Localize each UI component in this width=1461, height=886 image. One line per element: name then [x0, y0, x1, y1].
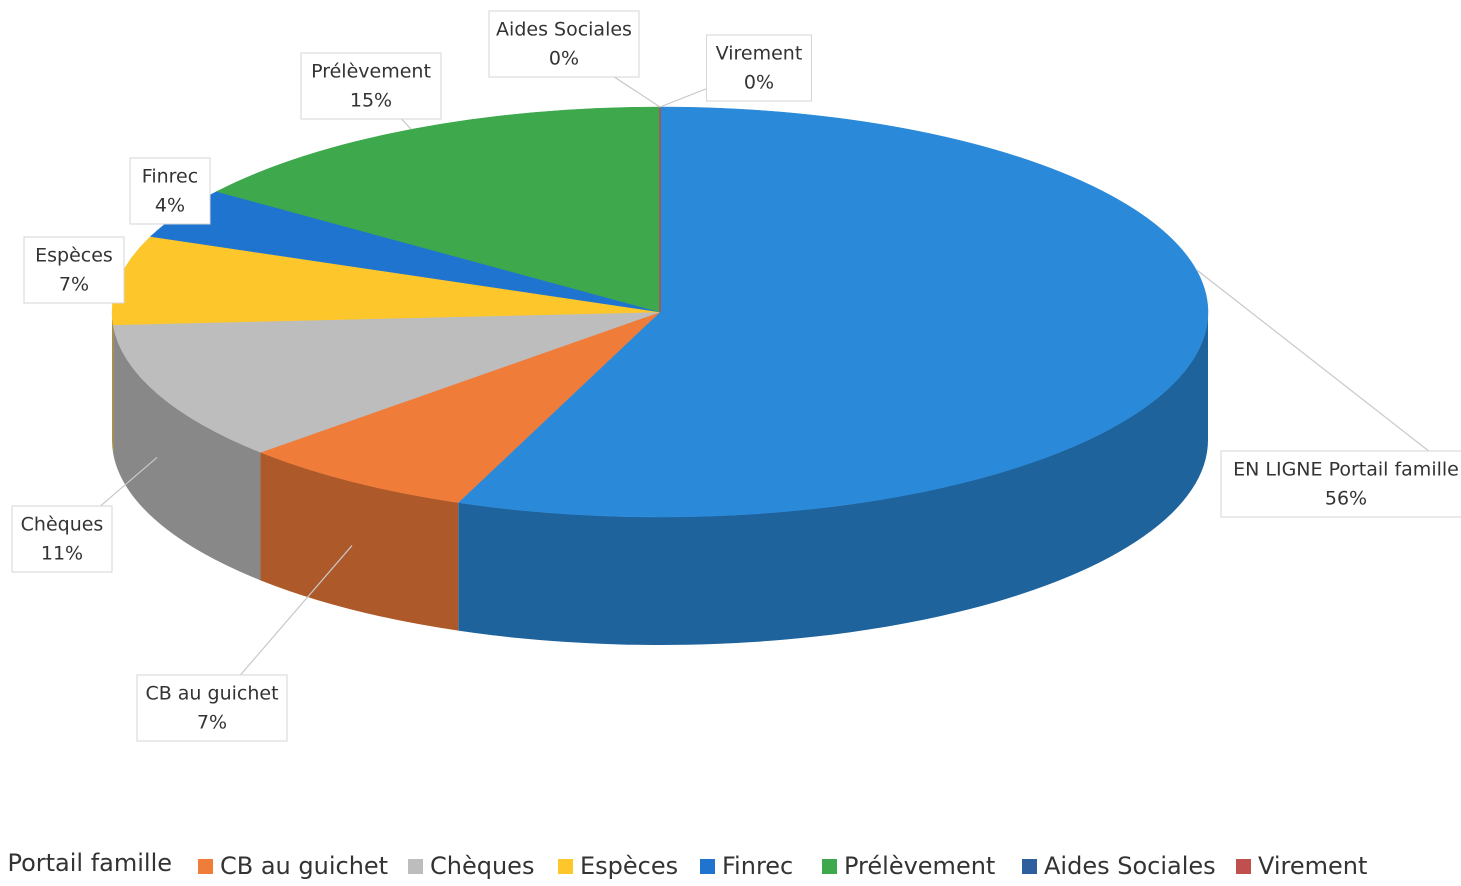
label-value: 4% [155, 195, 185, 217]
label-box [11, 505, 113, 573]
slice [215, 106, 661, 313]
legend-item: EN LIGNE Portail famille [0, 849, 172, 877]
legend-swatch [198, 859, 213, 874]
legend-item: Virement [1236, 852, 1367, 880]
leader-line [1195, 268, 1461, 477]
label-box [488, 10, 640, 78]
slice-side [113, 324, 261, 581]
label-value: 7% [59, 274, 89, 296]
legend-item: Prélèvement [822, 852, 995, 880]
legend-label: Virement [1258, 852, 1367, 880]
slice [259, 311, 661, 503]
legend-swatch [700, 859, 715, 874]
slice [112, 311, 661, 453]
label-name: CB au guichet [145, 683, 278, 705]
slice-side [112, 312, 114, 453]
legend-item: Aides Sociales [1022, 852, 1216, 880]
legend-label: Aides Sociales [1044, 852, 1216, 880]
label-value: 15% [350, 90, 392, 112]
legend-swatch [558, 859, 573, 874]
label-value: 56% [1325, 488, 1367, 510]
label-name: EN LIGNE Portail famille [1233, 459, 1459, 481]
slice [457, 106, 1209, 518]
label-name: Finrec [142, 166, 198, 188]
label-value: 11% [41, 543, 83, 565]
legend-label: CB au guichet [220, 852, 388, 880]
label-name: Espèces [35, 245, 113, 267]
slice-side [458, 312, 1209, 646]
label-box [129, 157, 211, 225]
legend-item: CB au guichet [198, 852, 388, 880]
label-name: Chèques [21, 514, 104, 536]
label-value: 0% [549, 48, 579, 70]
legend-item: Espèces [558, 852, 678, 880]
label-name: Prélèvement [311, 61, 431, 83]
legend-label: Chèques [430, 852, 534, 880]
slice-side [260, 452, 459, 631]
legend-swatch [408, 859, 423, 874]
label-name: Virement [716, 43, 803, 65]
label-box [136, 674, 288, 742]
legend-label: Prélèvement [844, 852, 995, 880]
legend-item: Chèques [408, 852, 534, 880]
legend-item: Finrec [700, 852, 793, 880]
legend-label: Espèces [580, 852, 678, 880]
label-box [1220, 450, 1461, 518]
label-box [23, 236, 125, 304]
legend-label: Finrec [722, 852, 793, 880]
legend-swatch [1236, 859, 1251, 874]
label-name: Aides Sociales [496, 19, 632, 41]
label-value: 0% [744, 72, 774, 94]
label-box [706, 34, 812, 102]
legend-swatch [822, 859, 837, 874]
label-value: 7% [197, 712, 227, 734]
label-box [300, 52, 442, 120]
legend-swatch [1022, 859, 1037, 874]
legend-label: EN LIGNE Portail famille [0, 849, 172, 877]
